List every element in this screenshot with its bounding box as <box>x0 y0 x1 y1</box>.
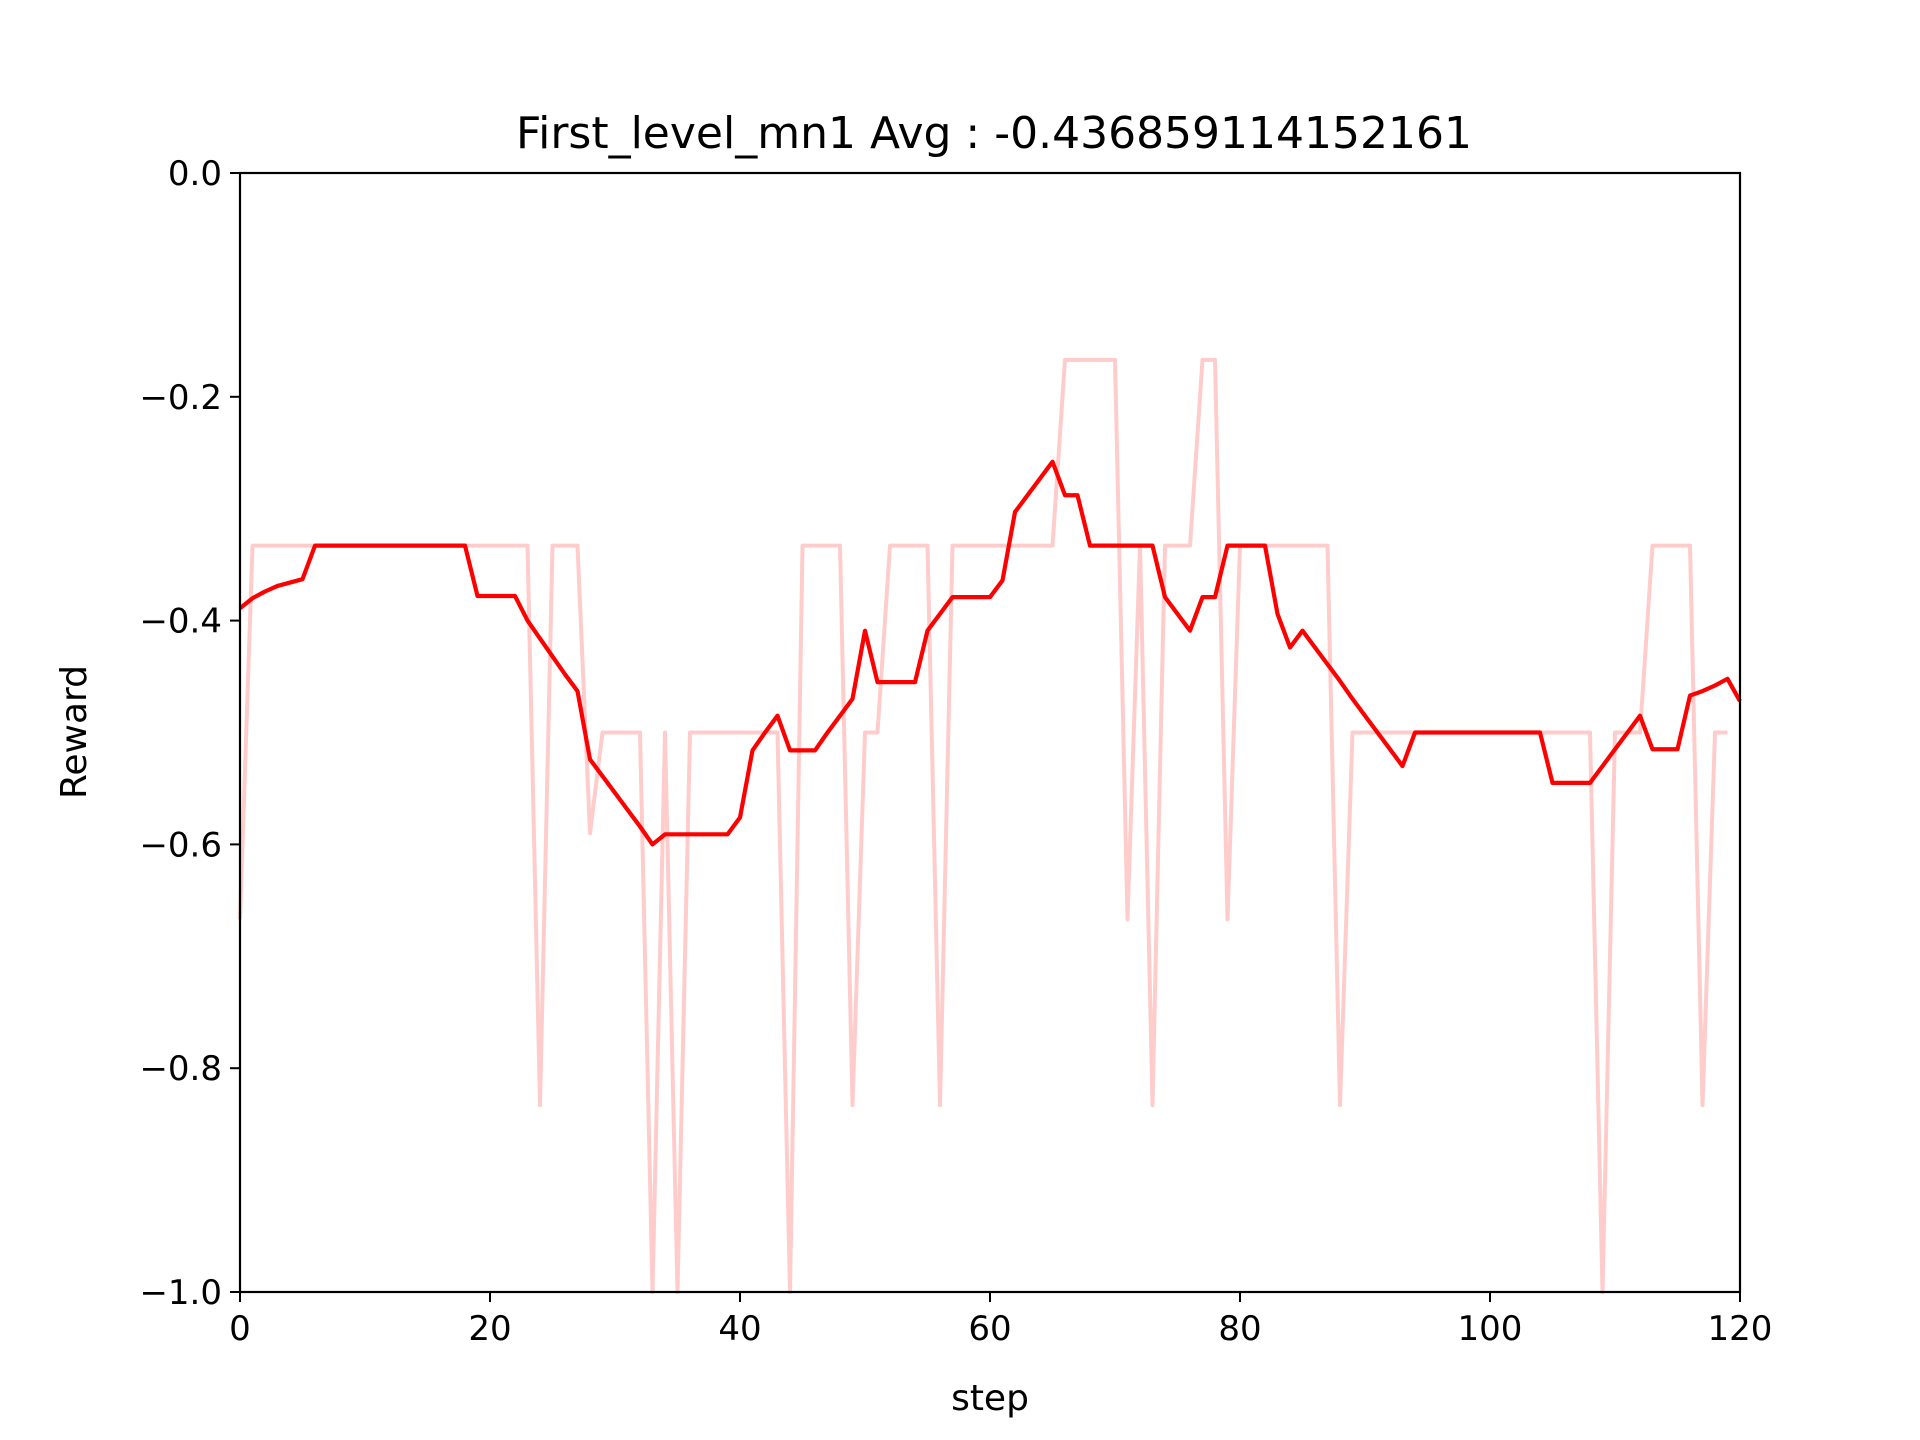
series-line-smoothed <box>238 459 1742 847</box>
y-tick-label: −0.4 <box>139 602 222 642</box>
x-tick-label: 0 <box>229 1309 251 1349</box>
plot-area <box>238 357 1742 1294</box>
y-tick-label: −0.8 <box>139 1049 222 1089</box>
axis-ticks: 0 20 40 60 80 100 120 0.0 −0.2 −0.4 −0.6 −0.8 −1.0 <box>139 154 1772 1349</box>
x-tick-label: 100 <box>1458 1309 1523 1349</box>
y-axis-label: Reward <box>54 665 95 799</box>
y-tick-label: 0.0 <box>168 154 222 194</box>
x-axis-label: step <box>951 1378 1029 1419</box>
y-tick-label: −0.2 <box>139 378 222 418</box>
x-tick-label: 40 <box>718 1309 761 1349</box>
x-tick-label: 20 <box>468 1309 511 1349</box>
x-tick-label: 60 <box>968 1309 1011 1349</box>
x-tick-label: 120 <box>1708 1309 1773 1349</box>
y-tick-label: −1.0 <box>139 1273 222 1313</box>
y-tick-label: −0.6 <box>139 825 222 865</box>
x-tick-label: 80 <box>1218 1309 1261 1349</box>
chart-title: First_level_mn1 Avg : -0.436859114152161 <box>516 108 1472 159</box>
